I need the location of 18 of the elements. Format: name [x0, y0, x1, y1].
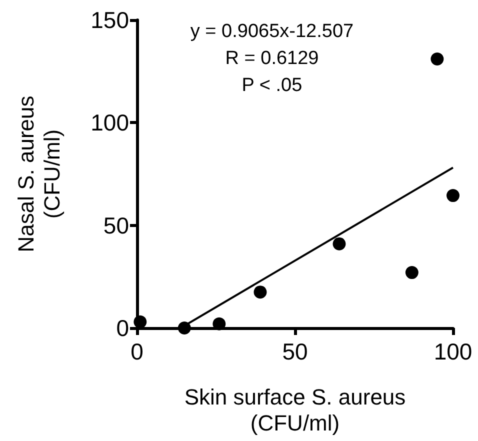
x-tick-label: 100: [434, 338, 472, 364]
point: [212, 317, 226, 330]
point: [134, 315, 147, 328]
y-tick-label: 0: [116, 315, 129, 341]
x-axis-title: Skin surface S. aureus (CFU/ml): [184, 384, 406, 436]
x-tick-label: 50: [282, 338, 308, 364]
y-tick-label: 150: [90, 7, 129, 33]
y-tick-label: 100: [90, 110, 129, 136]
point: [405, 266, 418, 280]
point: [254, 286, 267, 299]
point: [446, 189, 460, 202]
annotation: R = 0.6129: [225, 48, 319, 69]
point: [332, 237, 346, 250]
y-tick-label: 50: [103, 212, 129, 238]
y-axis-title: Nasal S. aureus (CFU/ml): [14, 96, 64, 252]
annotation: y = 0.9065x-12.507: [190, 21, 354, 42]
annotation: P < .05: [242, 75, 302, 96]
point: [430, 52, 444, 66]
